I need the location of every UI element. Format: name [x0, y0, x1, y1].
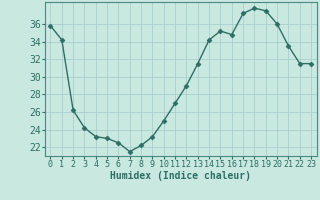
X-axis label: Humidex (Indice chaleur): Humidex (Indice chaleur) [110, 171, 251, 181]
